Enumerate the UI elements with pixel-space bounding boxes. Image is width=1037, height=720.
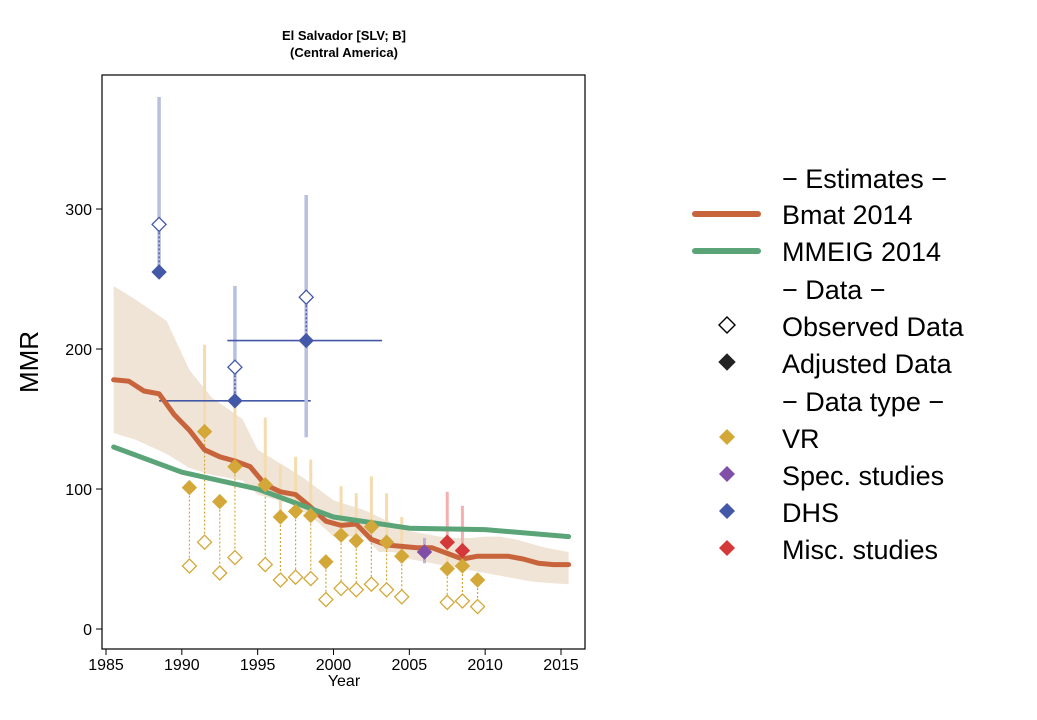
vr-observed-point [257, 556, 274, 573]
vr-adjusted-point [333, 527, 349, 543]
vr-adjusted-point [212, 493, 228, 510]
y-axis-label: MMR [14, 331, 44, 393]
legend-label-adjusted: Adjusted Data [782, 349, 953, 379]
vr-adjusted-point [257, 477, 273, 493]
dhs-adjusted-point [227, 393, 243, 409]
legend-label-bmat: Bmat 2014 [782, 200, 913, 230]
misc-adjusted-point [439, 534, 455, 550]
legend-label-misc: Misc. studies [782, 535, 938, 565]
vr-adjusted-point [348, 533, 364, 549]
x-tick-label: 2015 [543, 657, 579, 674]
x-tick-label: 2000 [316, 657, 352, 674]
y-tick-label: 0 [83, 622, 92, 639]
vr-adjusted-point [318, 554, 334, 570]
vr-adjusted-point [303, 507, 319, 524]
estimate-lines-layer [111, 377, 572, 568]
vr-adjusted-point [363, 519, 380, 535]
legend-swatch-adjusted [718, 353, 736, 371]
vr-adjusted-point [439, 561, 455, 577]
vr-observed-point [196, 534, 213, 551]
chart-title-line1: El Salvador [SLV; B] [282, 28, 406, 43]
axes-layer: 1985 1990 1995 2000 2005 2010 2015 0 100 200 300 [65, 202, 579, 674]
x-axis-label: Year [328, 673, 361, 690]
legend-label-mmeig: MMEIG 2014 [782, 237, 941, 267]
vr-adjusted-point [394, 548, 410, 564]
vr-observed-point [211, 565, 228, 581]
spec-adjusted-point [416, 544, 433, 560]
dhs-observed-point [226, 359, 243, 376]
legend-section-estimates: − Estimates − [782, 164, 947, 194]
vr-observed-point [454, 593, 471, 609]
y-tick-label: 100 [65, 482, 92, 499]
legend-label-dhs: DHS [782, 498, 839, 528]
dhs-observed-point [298, 289, 315, 306]
chart-title-line2: (Central America) [290, 45, 398, 60]
dhs-observed-point [151, 216, 168, 233]
y-tick-label: 200 [65, 342, 92, 359]
vr-observed-point [393, 588, 410, 605]
vr-adjusted-point [196, 423, 213, 440]
vr-adjusted-point [227, 458, 243, 475]
vr-adjusted-point [287, 503, 304, 520]
dhs-adjusted-point [151, 264, 167, 280]
vr-adjusted-point [272, 509, 289, 525]
vr-observed-point [181, 558, 198, 574]
legend-swatch-misc [719, 540, 735, 556]
dhs-adjusted-point [298, 332, 314, 349]
legend-swatch-observed [718, 316, 736, 334]
plot-frame [101, 74, 586, 650]
vr-adjusted-point [378, 534, 395, 550]
legend-swatch-vr [719, 429, 735, 445]
vr-observed-point [378, 581, 395, 598]
x-tick-label: 1990 [164, 657, 200, 674]
vr-observed-point [287, 569, 304, 586]
vr-observed-point [302, 570, 319, 587]
x-tick-label: 1985 [88, 657, 124, 674]
vr-observed-point [363, 576, 380, 593]
error-bars-layer [157, 97, 479, 607]
legend-label-spec: Spec. studies [782, 461, 944, 491]
legend-section-data: − Data − [782, 275, 886, 305]
vr-observed-point [317, 591, 334, 608]
series-line-mmeig [111, 444, 572, 540]
x-tick-label: 2010 [467, 657, 503, 674]
misc-adjusted-point [454, 542, 471, 559]
legend: − Estimates − Bmat 2014 MMEIG 2014 − Dat… [692, 164, 965, 565]
legend-label-observed: Observed Data [782, 312, 965, 342]
x-tick-label: 2005 [392, 657, 428, 674]
data-points-layer [151, 216, 486, 615]
y-tick-label: 300 [65, 202, 92, 219]
vr-adjusted-point [454, 558, 471, 574]
vr-observed-point [439, 594, 456, 611]
legend-label-vr: VR [782, 424, 820, 454]
series-line-bmat [111, 377, 572, 568]
vr-observed-point [469, 598, 486, 615]
legend-section-type: − Data type − [782, 387, 944, 417]
vr-observed-point [333, 580, 350, 597]
vr-observed-point [272, 572, 289, 588]
vr-adjusted-point [181, 479, 198, 496]
vr-observed-point [226, 549, 243, 566]
legend-swatch-dhs [719, 503, 735, 519]
legend-swatch-spec [719, 466, 735, 482]
vr-observed-point [348, 581, 365, 598]
vr-adjusted-point [469, 572, 486, 588]
x-tick-label: 1995 [240, 657, 276, 674]
